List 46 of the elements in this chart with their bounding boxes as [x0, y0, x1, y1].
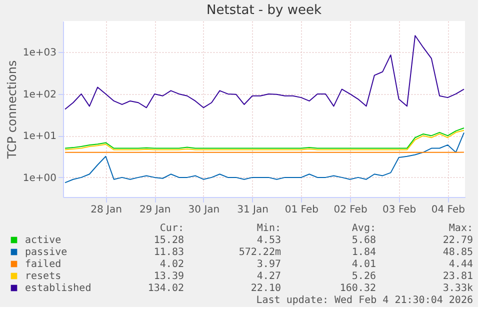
legend-label: passive — [25, 247, 68, 258]
x-tick-label: 30 Jan — [188, 204, 220, 216]
text: 15.28 — [154, 235, 184, 246]
x-tick-label: 29 Jan — [139, 204, 171, 216]
legend-label: established — [25, 283, 92, 294]
x-tick-label: 28 Jan — [90, 204, 122, 216]
text: Max: — [448, 223, 473, 234]
text: 4.44 — [448, 259, 473, 270]
text: 23.81 — [442, 271, 473, 282]
text: 3.97 — [256, 259, 281, 270]
text: 48.85 — [442, 247, 473, 258]
text: Min: — [256, 223, 281, 234]
text: 3.33k — [442, 283, 473, 294]
text: 160.32 — [340, 283, 376, 294]
legend-label: failed — [25, 259, 62, 270]
text: 4.02 — [160, 259, 184, 270]
y-axis-title: TCP connections — [4, 60, 19, 160]
y-tick-label: 1e+00 — [22, 172, 56, 184]
text: 22.10 — [250, 283, 281, 294]
x-tick-label: 04 Feb — [431, 204, 466, 216]
line-series — [64, 35, 464, 110]
x-tick-label: 31 Jan — [237, 204, 268, 216]
text: 11.83 — [154, 247, 184, 258]
legend-label: resets — [25, 271, 62, 282]
text: 572.22m — [238, 247, 281, 258]
text: 5.26 — [352, 271, 376, 282]
y-tick-label: 1e+01 — [22, 131, 56, 142]
text: 1.84 — [352, 247, 376, 258]
y-tick-label: 1e+03 — [22, 48, 56, 59]
x-tick-label: 02 Feb — [334, 204, 368, 216]
chart-title: Netstat - by week — [206, 3, 322, 18]
text: 22.79 — [442, 235, 473, 246]
y-tick-label: 1e+02 — [22, 89, 56, 100]
x-tick-label: 01 Feb — [284, 204, 318, 216]
text: 4.01 — [352, 259, 376, 270]
text: Last update: Wed Feb 4 21:30:04 2026 — [256, 295, 473, 306]
text: Avg: — [352, 223, 376, 234]
text: 134.02 — [148, 283, 184, 294]
text: 13.39 — [154, 271, 184, 282]
text: 5.68 — [352, 235, 376, 246]
text: Cur: — [160, 223, 184, 234]
text: 4.27 — [256, 271, 281, 282]
text: 4.53 — [256, 235, 281, 246]
legend-label: active — [25, 235, 62, 246]
line-series — [64, 132, 464, 184]
x-tick-label: 03 Feb — [382, 204, 416, 216]
